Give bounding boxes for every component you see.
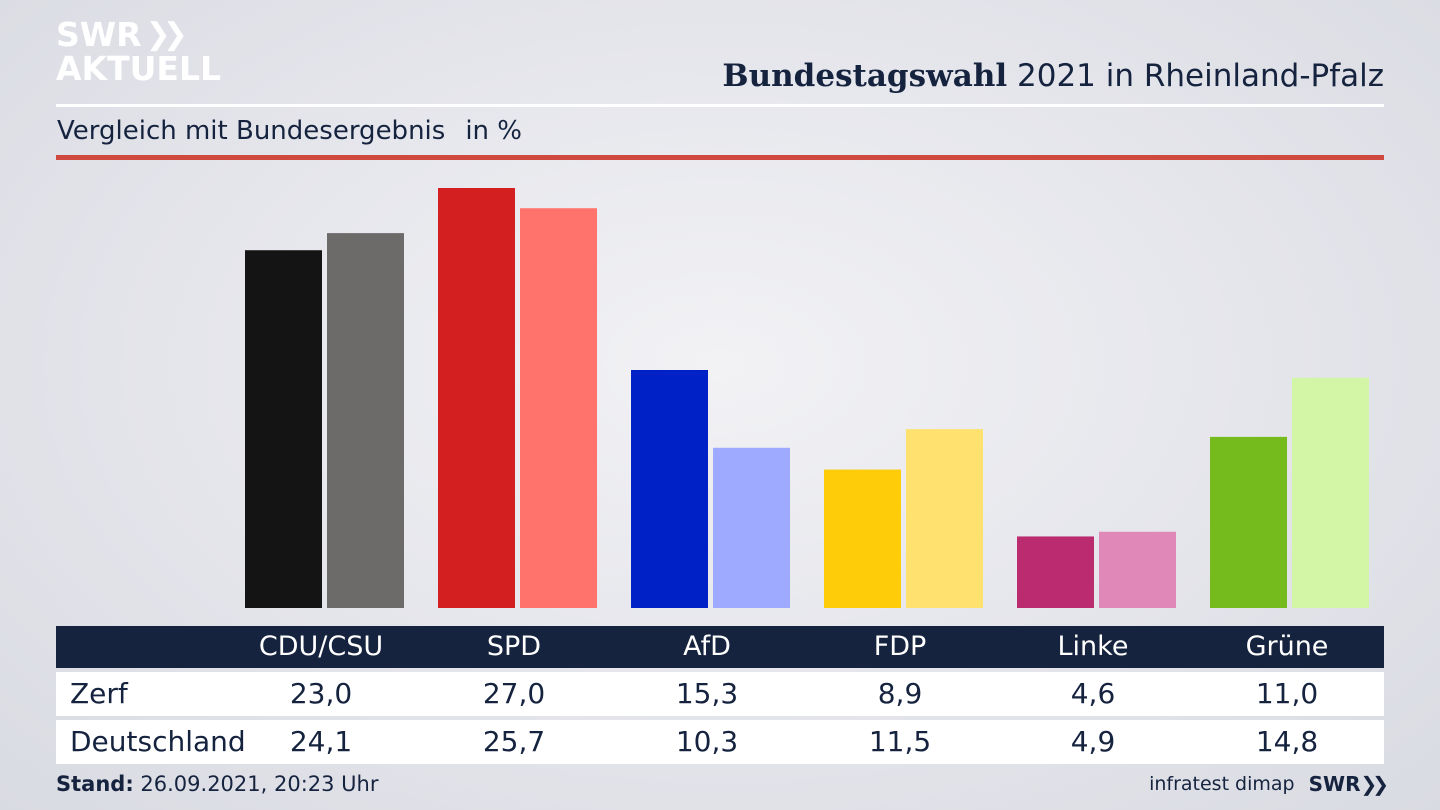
table-cell: 15,3 (675, 677, 739, 710)
swr-footer-logo: SWR❯❯ (1308, 772, 1389, 796)
table-row-zerf: Zerf 23,0 27,0 15,3 8,9 4,6 11,0 (56, 672, 1384, 716)
logo-swr: SWR (56, 15, 142, 54)
logo-aktuell: AKTUELL (56, 49, 222, 88)
table-cell: 11,5 (868, 725, 932, 758)
swr-footer-chevrons: ❯❯ (1360, 772, 1388, 796)
table-header-cell: AfD (683, 631, 731, 662)
table-header-cell: FDP (873, 631, 927, 662)
row-label: Deutschland (70, 725, 246, 758)
subtitle-text: Vergleich mit Bundesergebnis (57, 116, 446, 146)
table-cell: 4,9 (1070, 725, 1116, 758)
bar-cdu-csu-deutschland (327, 233, 404, 608)
chart-title-bold: Bundestagswahl (722, 58, 1008, 94)
table-cell: 27,0 (482, 677, 546, 710)
table-cell: 23,0 (289, 677, 353, 710)
bar-afd-deutschland (713, 447, 790, 608)
subtitle-divider (56, 155, 1384, 160)
title-divider (56, 104, 1384, 107)
chart-title-rest: 2021 in Rheinland-Pfalz (1007, 58, 1384, 94)
bar-fdp-zerf (824, 469, 901, 608)
table-cell: 14,8 (1255, 725, 1319, 758)
table-header-cell: CDU/CSU (258, 631, 384, 662)
bar-cdu-csu-zerf (245, 250, 322, 608)
bar-grüne-zerf (1210, 436, 1287, 608)
bar-afd-zerf (631, 370, 708, 608)
results-table: CDU/CSU SPD AfD FDP Linke Grüne Zerf 23,0 27,0 1… (56, 626, 1384, 764)
bar-fdp-deutschland (906, 429, 983, 608)
table-header-cell: SPD (486, 631, 542, 662)
bar-linke-zerf (1017, 536, 1094, 608)
bar-grüne-deutschland (1292, 377, 1369, 608)
stand-value: 26.09.2021, 20:23 Uhr (133, 772, 379, 796)
unit-label: in % (465, 116, 522, 146)
table-header-cell: Grüne (1245, 631, 1329, 662)
table-cell: 8,9 (877, 677, 923, 710)
stand-label: Stand: (56, 772, 134, 796)
source-label: infratest dimap (1149, 773, 1295, 795)
table-cell: 10,3 (675, 725, 739, 758)
table-cell: 4,6 (1070, 677, 1116, 710)
row-label: Zerf (70, 677, 128, 710)
bar-spd-zerf (438, 188, 515, 608)
table-row-deutschland: Deutschland 24,1 25,7 10,3 11,5 4,9 14,8 (56, 720, 1384, 764)
table-header-row: CDU/CSU SPD AfD FDP Linke Grüne (56, 626, 1384, 668)
bar-spd-deutschland (520, 208, 597, 608)
timestamp: Stand: 26.09.2021, 20:23 Uhr (56, 772, 379, 796)
table-cell: 11,0 (1255, 677, 1319, 710)
table-cell: 25,7 (482, 725, 546, 758)
chart-subtitle: Vergleich mit Bundesergebnis in % (57, 116, 522, 146)
table-cell: 24,1 (289, 725, 353, 758)
table-header-cell: Linke (1057, 631, 1129, 662)
swr-aktuell-logo: SWR ❯❯ AKTUELL (56, 18, 221, 86)
bar-linke-deutschland (1099, 531, 1176, 608)
source-credit: infratest dimap SWR❯❯ (1149, 772, 1389, 796)
chart-title: Bundestagswahl 2021 in Rheinland-Pfalz (722, 58, 1384, 94)
swr-footer-text: SWR (1308, 772, 1361, 796)
